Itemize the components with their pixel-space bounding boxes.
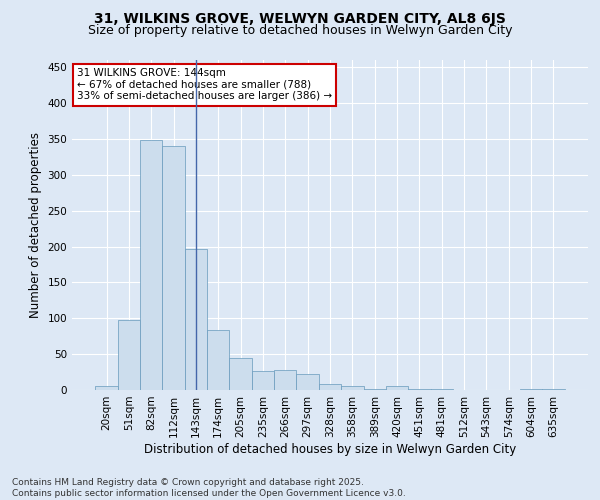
Text: 31 WILKINS GROVE: 144sqm
← 67% of detached houses are smaller (788)
33% of semi-: 31 WILKINS GROVE: 144sqm ← 67% of detach… <box>77 68 332 102</box>
Bar <box>252 370 274 390</box>
Bar <box>185 248 207 390</box>
Bar <box>118 320 140 390</box>
Bar <box>274 370 296 390</box>
Bar <box>319 384 341 390</box>
Bar <box>296 374 319 390</box>
X-axis label: Distribution of detached houses by size in Welwyn Garden City: Distribution of detached houses by size … <box>144 442 516 456</box>
Text: Size of property relative to detached houses in Welwyn Garden City: Size of property relative to detached ho… <box>88 24 512 37</box>
Bar <box>229 358 252 390</box>
Bar <box>140 140 163 390</box>
Y-axis label: Number of detached properties: Number of detached properties <box>29 132 42 318</box>
Bar <box>386 386 408 390</box>
Bar <box>341 386 364 390</box>
Bar <box>163 146 185 390</box>
Text: 31, WILKINS GROVE, WELWYN GARDEN CITY, AL8 6JS: 31, WILKINS GROVE, WELWYN GARDEN CITY, A… <box>94 12 506 26</box>
Bar <box>95 386 118 390</box>
Bar <box>542 388 565 390</box>
Text: Contains HM Land Registry data © Crown copyright and database right 2025.
Contai: Contains HM Land Registry data © Crown c… <box>12 478 406 498</box>
Bar <box>207 330 229 390</box>
